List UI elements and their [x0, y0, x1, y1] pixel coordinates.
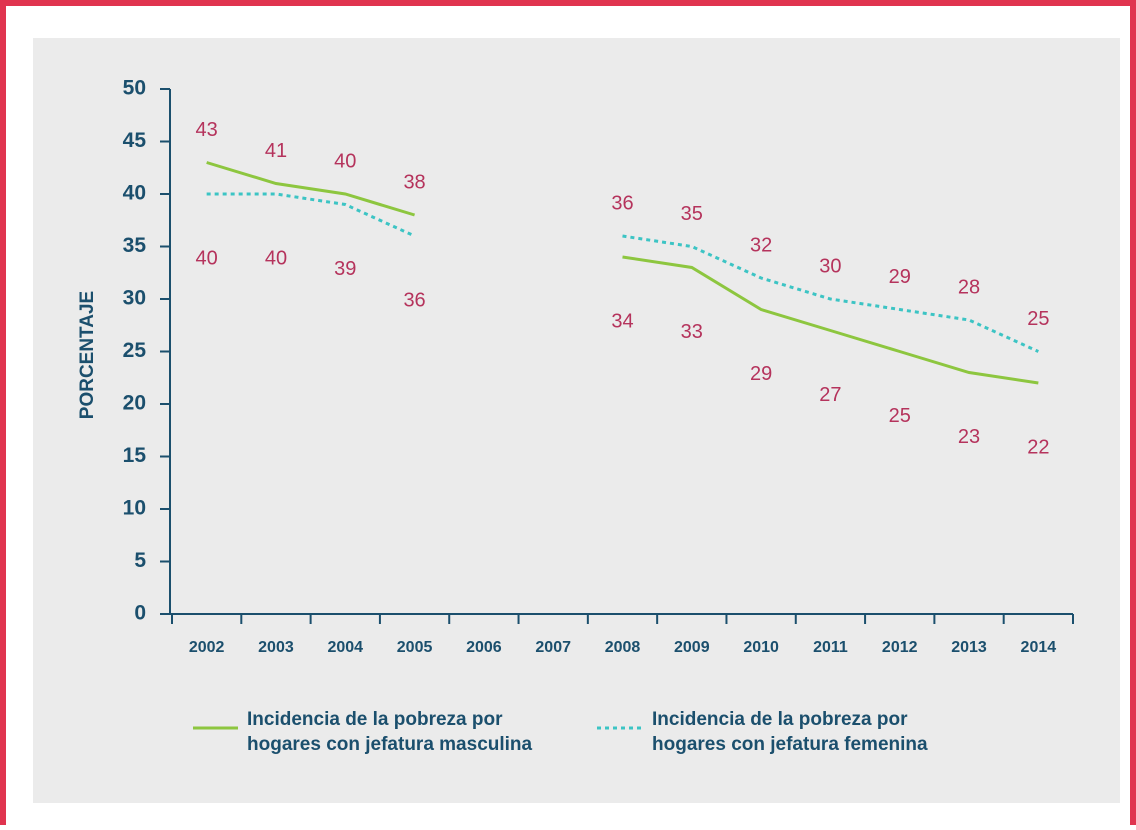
- data-label: 29: [889, 266, 911, 288]
- data-label: 22: [1027, 436, 1049, 458]
- x-tick-label: 2003: [258, 639, 294, 656]
- y-tick-label: 20: [123, 392, 146, 415]
- data-label: 40: [265, 247, 287, 269]
- x-tick-label: 2008: [605, 639, 641, 656]
- top-border: [0, 0, 1136, 6]
- plot-panel: [33, 38, 1120, 803]
- data-label: 43: [196, 119, 218, 141]
- legend-label: Incidencia de la pobreza por: [652, 709, 908, 730]
- data-label: 25: [1027, 308, 1049, 330]
- y-tick-label: 40: [123, 182, 146, 205]
- x-tick-label: 2007: [535, 639, 571, 656]
- data-line: [206, 161, 1039, 385]
- data-label: 35: [681, 203, 703, 225]
- data-label: 27: [819, 384, 841, 406]
- data-label: 25: [889, 405, 911, 427]
- data-label: 23: [958, 426, 980, 448]
- x-tick-label: 2004: [327, 639, 363, 656]
- data-label: 32: [750, 234, 772, 256]
- data-label: 40: [196, 247, 218, 269]
- data-label: 30: [819, 255, 841, 277]
- data-label: 40: [334, 150, 356, 172]
- left-border: [0, 0, 6, 825]
- data-label: 39: [334, 258, 356, 280]
- y-tick-label: 50: [123, 77, 146, 100]
- legend-label: hogares con jefatura masculina: [247, 734, 533, 755]
- x-tick-label: 2012: [882, 639, 918, 656]
- data-label: 36: [611, 192, 633, 214]
- data-label: 38: [403, 171, 425, 193]
- data-label: 28: [958, 276, 980, 298]
- y-tick-label: 45: [123, 129, 147, 152]
- x-tick-label: 2005: [397, 639, 433, 656]
- right-border: [1130, 0, 1136, 825]
- y-tick-label: 15: [123, 444, 147, 467]
- x-tick-label: 2006: [466, 639, 502, 656]
- data-label: 36: [403, 289, 425, 311]
- x-tick-label: 2014: [1021, 639, 1057, 656]
- y-tick-label: 30: [123, 287, 146, 310]
- x-tick-label: 2009: [674, 639, 710, 656]
- y-tick-label: 5: [134, 549, 146, 572]
- y-tick-label: 10: [123, 497, 146, 520]
- y-tick-label: 35: [123, 234, 147, 257]
- data-label: 33: [681, 321, 703, 343]
- x-tick-label: 2002: [189, 639, 225, 656]
- data-line: [206, 192, 1039, 353]
- data-label: 41: [265, 140, 287, 162]
- data-label: 34: [611, 310, 633, 332]
- legend-label: Incidencia de la pobreza por: [247, 709, 503, 730]
- legend-label: hogares con jefatura femenina: [652, 734, 928, 755]
- y-axis-label: PORCENTAJE: [77, 291, 98, 419]
- data-label: 29: [750, 363, 772, 385]
- y-tick-label: 0: [134, 602, 146, 625]
- x-tick-label: 2011: [813, 639, 848, 656]
- x-tick-label: 2010: [743, 639, 779, 656]
- x-tick-label: 2013: [951, 639, 987, 656]
- y-tick-label: 25: [123, 339, 147, 362]
